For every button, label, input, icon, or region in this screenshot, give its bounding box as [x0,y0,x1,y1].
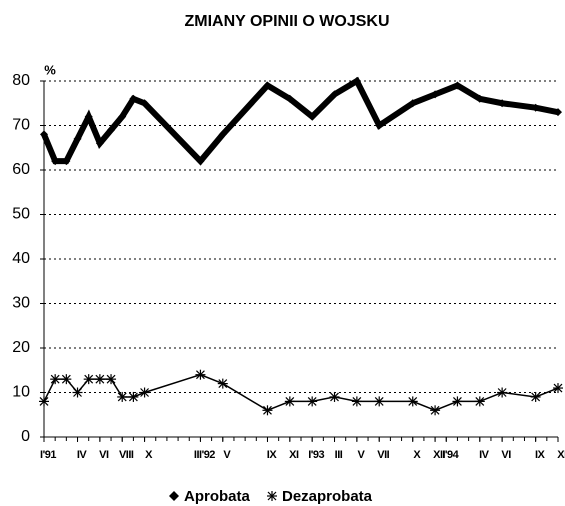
y-tick-label: 10 [12,384,30,401]
marker [329,391,340,402]
y-tick-label: 70 [12,117,30,134]
marker [129,94,138,103]
marker [531,103,540,112]
x-tick-label: XII [433,449,445,461]
y-axis-label: % [44,62,56,77]
marker [430,405,441,416]
x-tick-label: VII [377,449,389,461]
marker [262,405,273,416]
marker [128,391,139,402]
marker [139,387,150,398]
marker [195,369,206,380]
legend-label: Aprobata [184,488,250,505]
y-tick-label: 50 [12,206,30,223]
marker [196,157,205,166]
marker [474,396,485,407]
marker [351,396,362,407]
marker [284,396,295,407]
marker [39,396,49,407]
marker [375,121,384,130]
x-tick-label: V [357,449,365,461]
x-tick-label: V [223,449,231,461]
marker [352,77,361,85]
marker [72,387,83,398]
marker [118,112,127,121]
series-line [41,76,559,166]
marker [408,99,417,108]
marker [554,108,562,117]
marker [307,396,318,407]
x-tick-label: VIII [119,449,134,461]
marker [497,387,508,398]
x-tick-label: XI [557,449,565,461]
x-tick-label: X [413,449,421,461]
marker [107,125,116,134]
x-tick-label: XI [289,449,299,461]
marker [453,81,462,90]
marker [50,374,61,385]
marker [431,90,440,99]
marker [498,99,507,108]
x-tick-label: VI [99,449,109,461]
marker [330,90,339,99]
x-tick-label: III'92 [194,449,215,461]
y-tick-label: 60 [12,161,30,178]
marker [407,396,418,407]
marker [117,391,128,402]
marker [51,157,60,166]
chart-title: ZMIANY OPINII O WOJSKU [184,13,389,30]
marker [62,157,71,166]
x-tick-label: I'91 [40,449,56,461]
y-tick-label: 0 [21,428,30,445]
marker [530,391,541,402]
y-tick-label: 40 [12,250,30,267]
legend-marker [267,491,277,501]
marker [553,383,563,394]
y-tick-label: 20 [12,339,30,356]
x-tick-label: III [335,449,343,461]
x-tick-label: X [145,449,153,461]
marker [73,134,82,143]
marker [217,378,228,389]
x-tick-label: IV [479,449,490,461]
marker [83,374,94,385]
marker [40,130,48,139]
x-tick-label: IX [535,449,546,461]
marker [475,94,484,103]
marker [61,374,72,385]
marker [374,396,385,407]
marker [263,81,272,90]
y-tick-label: 80 [12,72,30,89]
marker [285,94,294,103]
x-tick-label: VI [501,449,511,461]
x-tick-label: IV [77,449,88,461]
x-tick-label: I'93 [308,449,324,461]
marker [308,112,317,121]
marker [452,396,463,407]
marker [140,99,149,108]
marker [84,112,93,121]
marker [94,374,105,385]
y-tick-label: 30 [12,295,30,312]
marker [218,130,227,139]
x-tick-label: IX [267,449,278,461]
legend-label: Dezaprobata [282,488,373,505]
legend-marker [169,491,179,501]
marker [106,374,117,385]
marker [95,139,104,148]
x-tick-label: I'94 [442,449,459,461]
